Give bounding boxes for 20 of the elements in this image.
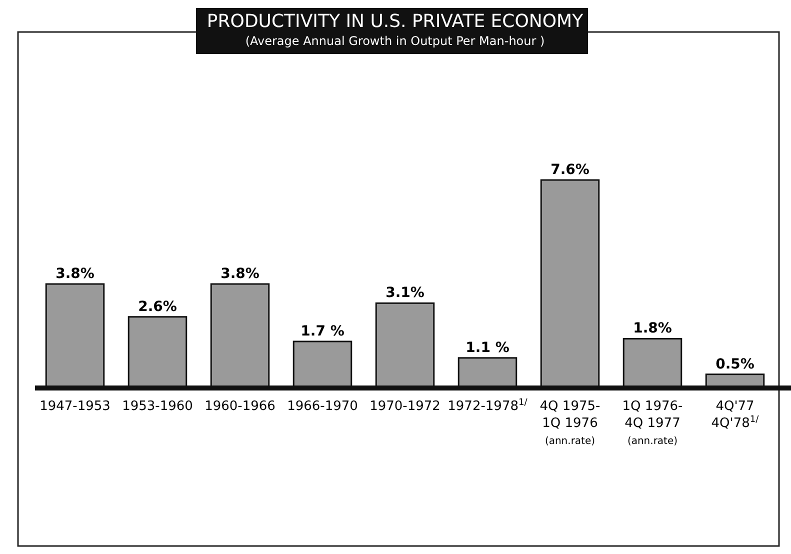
data-label: 1.7 % (300, 323, 344, 340)
x-tick-label: 1Q 1976- 4Q 1977 (ann.rate) (622, 399, 684, 447)
x-tick-label: 1960-1966 (204, 399, 276, 414)
chart-subtitle: (Average Annual Growth in Output Per Man-hour ) (245, 34, 545, 48)
x-tick-label: 1947-1953 (40, 399, 110, 414)
data-label: 1.1 % (466, 340, 510, 356)
data-label: 3.1% (386, 285, 424, 302)
x-tick-label: 1972-1978$^{1/}$ (448, 398, 528, 414)
x-tick-label: 1953-1960 (122, 399, 193, 414)
x-tick-label: 1966-1970 (287, 399, 358, 414)
data-label: 7.6% (550, 162, 590, 178)
x-tick-label: 4Q'77 4Q'78$^{1/}$ (711, 399, 760, 431)
data-label: 1.8% (633, 320, 672, 337)
x-tick-label: 4Q 1975- 1Q 1976 (ann.rate) (540, 399, 601, 447)
data-label: 2.6% (138, 298, 177, 315)
chart-title: PRODUCTIVITY IN U.S. PRIVATE ECONOMY (206, 11, 584, 32)
data-label: 3.8% (220, 266, 260, 282)
x-tick-label: 1970-1972 (370, 399, 440, 414)
data-label: 3.8% (56, 266, 94, 282)
data-label: 0.5% (716, 356, 754, 372)
